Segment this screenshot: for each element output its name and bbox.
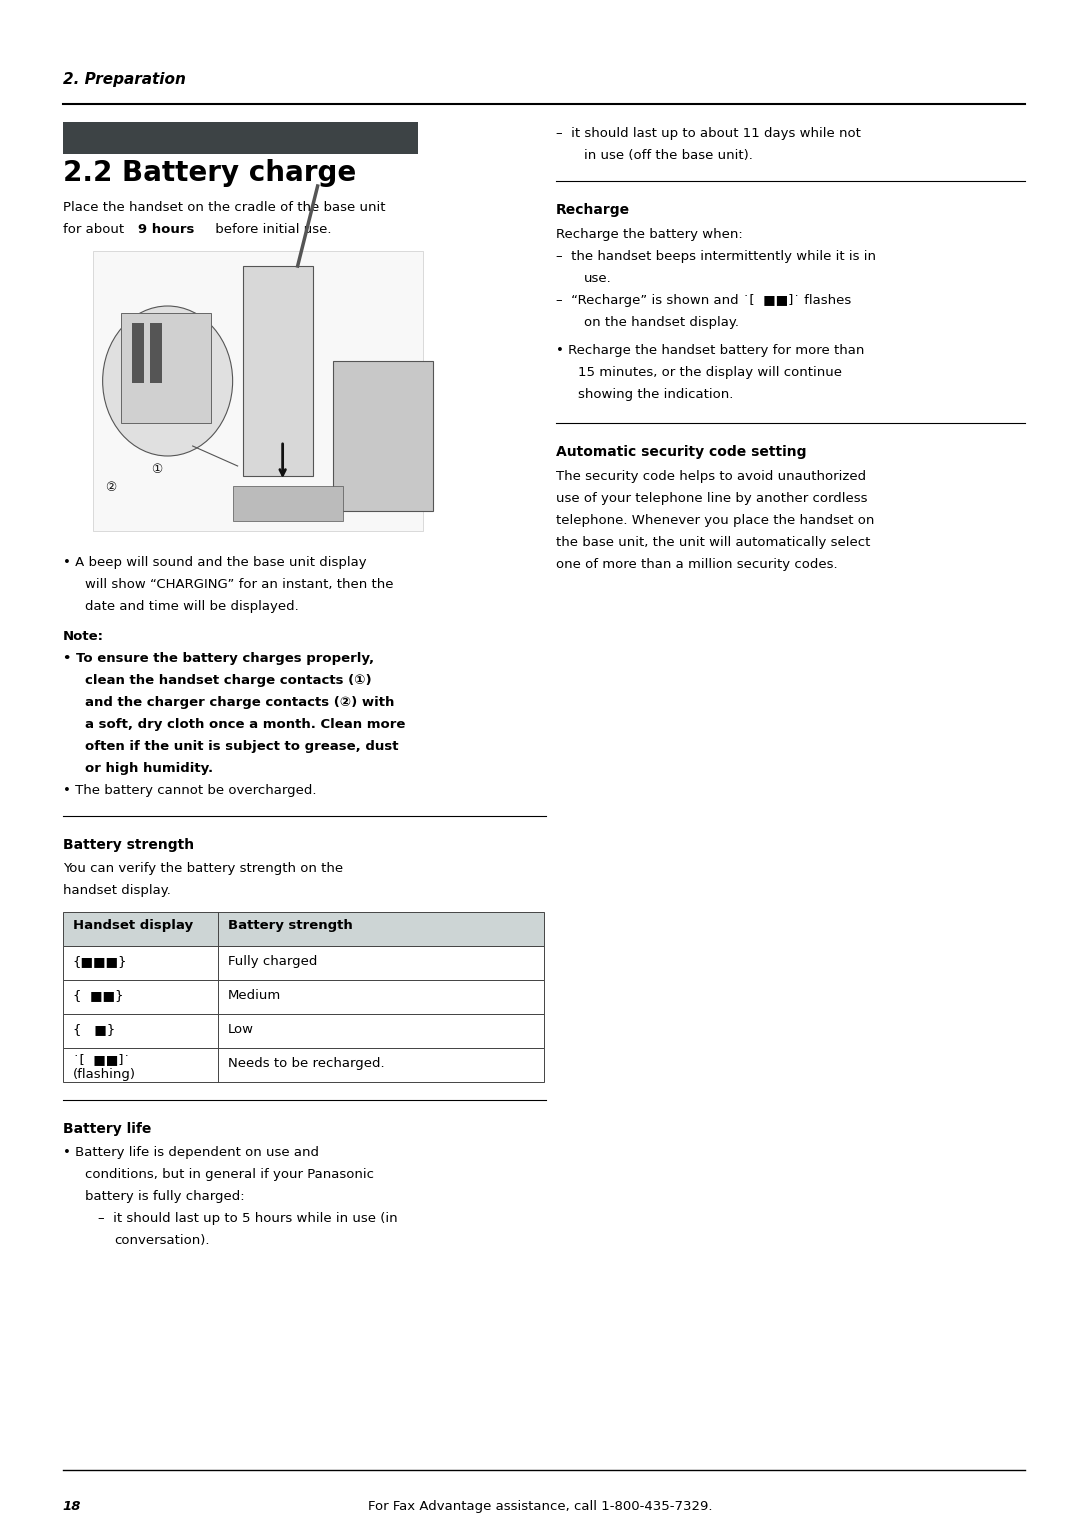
Text: on the handset display.: on the handset display. — [584, 316, 739, 329]
Text: clean the handset charge contacts (①): clean the handset charge contacts (①) — [84, 674, 372, 688]
Text: The security code helps to avoid unauthorized: The security code helps to avoid unautho… — [556, 471, 866, 483]
Bar — [63, 946, 544, 979]
Bar — [63, 1015, 544, 1048]
Text: a soft, dry cloth once a month. Clean more: a soft, dry cloth once a month. Clean mo… — [84, 718, 405, 730]
Bar — [333, 361, 433, 510]
Text: use.: use. — [584, 272, 612, 286]
Text: 15 minutes, or the display will continue: 15 minutes, or the display will continue — [578, 367, 842, 379]
Bar — [243, 266, 312, 477]
Text: will show “CHARGING” for an instant, then the: will show “CHARGING” for an instant, the… — [84, 578, 393, 591]
Text: ①: ① — [150, 463, 162, 477]
Text: and the charger charge contacts (②) with: and the charger charge contacts (②) with — [84, 695, 394, 709]
Text: date and time will be displayed.: date and time will be displayed. — [84, 601, 298, 613]
Text: {  ■■}: { ■■} — [72, 989, 123, 1002]
Text: Recharge: Recharge — [556, 203, 631, 217]
Bar — [251, 286, 305, 321]
Text: –  “Recharge” is shown and ˙[  ■■]˙ flashes: – “Recharge” is shown and ˙[ ■■]˙ flashe… — [556, 293, 851, 307]
Text: or high humidity.: or high humidity. — [84, 762, 213, 775]
Text: You can verify the battery strength on the: You can verify the battery strength on t… — [63, 862, 342, 876]
Text: Needs to be recharged.: Needs to be recharged. — [228, 1057, 384, 1070]
Ellipse shape — [103, 306, 232, 455]
Circle shape — [256, 420, 266, 429]
Circle shape — [273, 393, 284, 402]
Circle shape — [256, 336, 266, 345]
Text: 2.2 Battery charge: 2.2 Battery charge — [63, 159, 356, 186]
Text: before initial use.: before initial use. — [211, 223, 332, 235]
Text: Battery strength: Battery strength — [63, 837, 193, 853]
Text: –  it should last up to about 11 days while not: – it should last up to about 11 days whi… — [556, 127, 861, 141]
Circle shape — [273, 364, 284, 374]
Text: Automatic security code setting: Automatic security code setting — [556, 445, 807, 458]
Text: • To ensure the battery charges properly,: • To ensure the battery charges properly… — [63, 652, 374, 665]
Text: 2. Preparation: 2. Preparation — [63, 72, 186, 87]
Circle shape — [256, 393, 266, 402]
Text: the base unit, the unit will automatically select: the base unit, the unit will automatical… — [556, 536, 870, 549]
Text: Recharge the battery when:: Recharge the battery when: — [556, 228, 743, 241]
Text: For Fax Advantage assistance, call 1-800-435-7329.: For Fax Advantage assistance, call 1-800… — [368, 1500, 712, 1513]
Circle shape — [273, 336, 284, 345]
Bar — [63, 1048, 544, 1082]
Text: –  it should last up to 5 hours while in use (in: – it should last up to 5 hours while in … — [97, 1212, 397, 1225]
Text: Handset display: Handset display — [72, 918, 192, 932]
Circle shape — [256, 364, 266, 374]
Bar — [232, 486, 342, 521]
Text: • The battery cannot be overcharged.: • The battery cannot be overcharged. — [63, 784, 316, 798]
Bar — [132, 322, 144, 384]
Text: Medium: Medium — [228, 989, 281, 1002]
Text: –  the handset beeps intermittently while it is in: – the handset beeps intermittently while… — [556, 251, 876, 263]
Circle shape — [292, 393, 301, 402]
Text: for about: for about — [63, 223, 129, 235]
Text: Fully charged: Fully charged — [228, 955, 318, 969]
Text: conditions, but in general if your Panasonic: conditions, but in general if your Panas… — [84, 1167, 374, 1181]
Text: in use (off the base unit).: in use (off the base unit). — [584, 150, 753, 162]
Text: Battery life: Battery life — [63, 1122, 151, 1135]
Text: one of more than a million security codes.: one of more than a million security code… — [556, 558, 838, 571]
Text: Place the handset on the cradle of the base unit: Place the handset on the cradle of the b… — [63, 202, 386, 214]
Text: ②: ② — [105, 481, 116, 494]
Text: (flashing): (flashing) — [72, 1068, 136, 1080]
Text: ˙[  ■■]˙: ˙[ ■■]˙ — [72, 1053, 130, 1067]
Text: Battery strength: Battery strength — [228, 918, 352, 932]
Text: telephone. Whenever you place the handset on: telephone. Whenever you place the handse… — [556, 513, 875, 527]
Text: battery is fully charged:: battery is fully charged: — [84, 1190, 244, 1203]
Bar — [63, 912, 544, 946]
Text: Low: Low — [228, 1024, 254, 1036]
Bar — [63, 979, 544, 1015]
Bar — [150, 322, 162, 384]
Text: showing the indication.: showing the indication. — [578, 388, 733, 400]
Text: conversation).: conversation). — [114, 1235, 211, 1247]
Text: use of your telephone line by another cordless: use of your telephone line by another co… — [556, 492, 867, 504]
Text: Note:: Note: — [63, 630, 104, 643]
Circle shape — [273, 420, 284, 429]
Circle shape — [292, 420, 301, 429]
Text: {   ■}: { ■} — [72, 1024, 114, 1036]
Circle shape — [292, 364, 301, 374]
Bar — [121, 313, 211, 423]
Text: • A beep will sound and the base unit display: • A beep will sound and the base unit di… — [63, 556, 366, 568]
Text: often if the unit is subject to grease, dust: often if the unit is subject to grease, … — [84, 740, 399, 753]
Text: • Recharge the handset battery for more than: • Recharge the handset battery for more … — [556, 344, 865, 358]
Text: 9 hours: 9 hours — [137, 223, 194, 235]
Text: • Battery life is dependent on use and: • Battery life is dependent on use and — [63, 1146, 319, 1160]
Text: {■■■}: {■■■} — [72, 955, 127, 969]
Text: 18: 18 — [63, 1500, 81, 1513]
Bar — [93, 251, 422, 532]
Bar — [63, 122, 418, 154]
Circle shape — [292, 336, 301, 345]
Text: handset display.: handset display. — [63, 885, 171, 897]
